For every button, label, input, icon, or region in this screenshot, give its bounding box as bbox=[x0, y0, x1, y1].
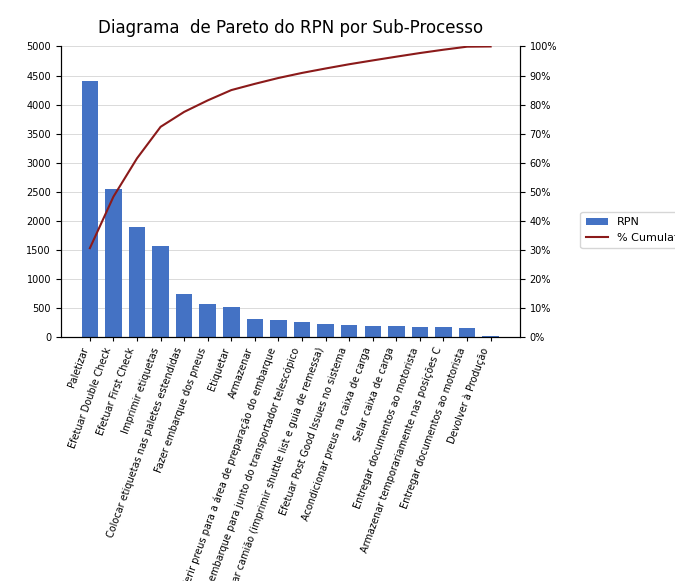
Title: Diagrama  de Pareto do RPN por Sub-Processo: Diagrama de Pareto do RPN por Sub-Proces… bbox=[98, 19, 483, 37]
Bar bbox=[129, 227, 145, 337]
Bar bbox=[223, 307, 240, 337]
Bar bbox=[364, 326, 381, 337]
Bar bbox=[82, 81, 98, 337]
Bar bbox=[105, 189, 122, 337]
Bar bbox=[412, 327, 428, 337]
Bar bbox=[459, 328, 475, 337]
Bar bbox=[483, 336, 499, 337]
Bar bbox=[294, 322, 310, 337]
Bar bbox=[153, 246, 169, 337]
Bar bbox=[341, 325, 358, 337]
Bar bbox=[246, 319, 263, 337]
Legend: RPN, % Cumulativa: RPN, % Cumulativa bbox=[580, 212, 675, 249]
Bar bbox=[270, 320, 287, 337]
Bar bbox=[388, 327, 404, 337]
Bar bbox=[435, 328, 452, 337]
Bar bbox=[317, 324, 334, 337]
Bar bbox=[200, 304, 216, 337]
Bar bbox=[176, 294, 192, 337]
